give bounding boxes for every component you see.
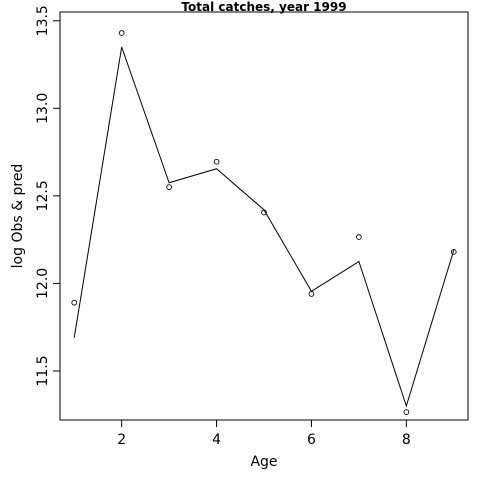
x-tick-label: 2 [117, 432, 126, 448]
x-axis-label: Age [250, 454, 277, 470]
observed-point [261, 209, 267, 216]
y-tick-label: 12.5 [35, 180, 51, 211]
observed-point [403, 409, 410, 415]
observed-point [356, 234, 362, 240]
chart-title: Total catches, year 1999 [181, 0, 346, 14]
observed-point [213, 158, 220, 165]
y-tick-label: 11.5 [35, 355, 51, 386]
y-tick-label: 12.0 [35, 268, 51, 299]
plot-frame [59, 11, 469, 421]
predicted-line [73, 46, 455, 408]
observed-point [166, 184, 172, 190]
x-tick-label: 6 [307, 432, 316, 448]
y-tick-label: 13.5 [35, 5, 51, 36]
observed-point [71, 299, 78, 306]
y-axis-label: log Obs & pred [10, 164, 26, 269]
y-tick-label: 13.0 [35, 93, 51, 124]
series-layer [71, 30, 457, 415]
observed-point [308, 291, 315, 297]
observed-point [118, 30, 125, 36]
x-tick-label: 8 [402, 432, 411, 448]
observed-point [450, 249, 457, 255]
y-axis: 11.5 12.0 12.5 13.0 13.5 [35, 5, 61, 387]
x-axis: 2 4 6 8 [117, 419, 411, 448]
x-tick-label: 4 [212, 432, 221, 448]
